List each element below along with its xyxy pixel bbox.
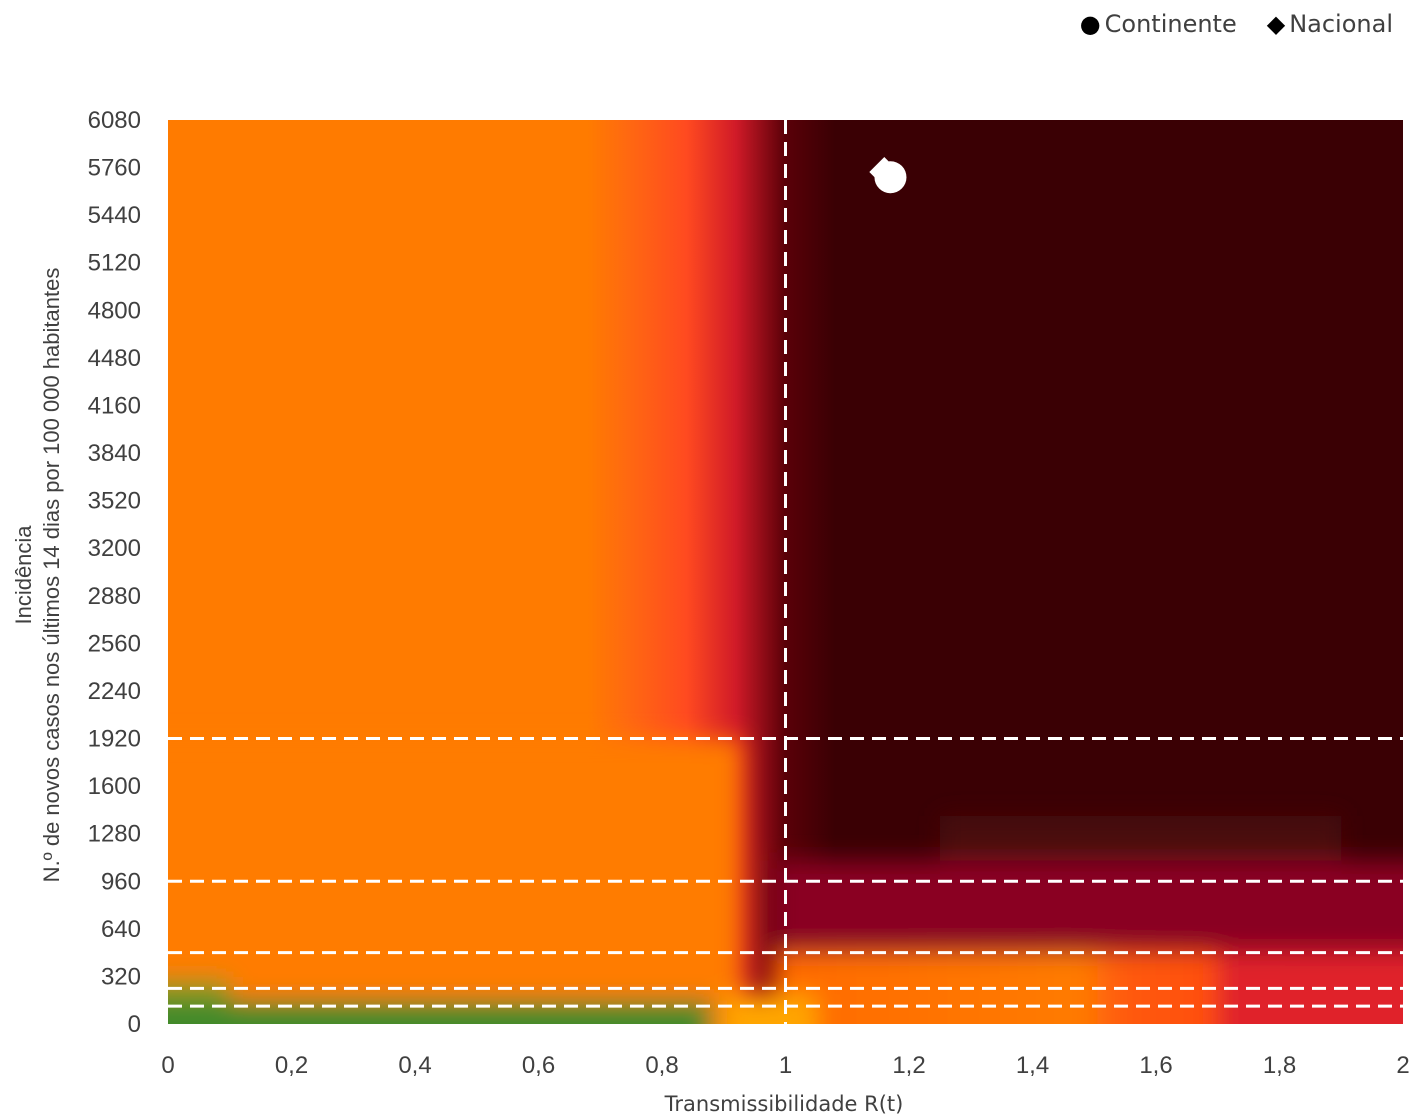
reference-lines — [168, 120, 1403, 1024]
legend-label-nacional: Nacional — [1289, 10, 1393, 38]
x-tick-label: 0,6 — [522, 1052, 555, 1079]
y-tick-label: 1280 — [88, 821, 141, 848]
y-axis-label: Incidência N.º de novos casos nos último… — [11, 268, 64, 883]
y-tick-label: 1600 — [88, 773, 141, 800]
y-axis-label-line2: N.º de novos casos nos últimos 14 dias p… — [39, 268, 64, 883]
y-tick-label: 6080 — [88, 107, 141, 134]
y-tick-label: 1920 — [88, 726, 141, 753]
y-tick-label: 5760 — [88, 155, 141, 182]
x-tick-label: 1,4 — [1016, 1052, 1049, 1079]
x-tick-label: 0 — [161, 1052, 174, 1079]
x-tick-label: 0,8 — [645, 1052, 678, 1079]
x-axis-label: Transmissibilidade R(t) — [664, 1092, 904, 1116]
y-axis-label-line1: Incidência — [11, 525, 36, 625]
y-tick-label: 5440 — [88, 202, 141, 229]
data-points — [869, 157, 907, 194]
y-tick-label: 320 — [101, 963, 141, 990]
y-tick-label: 640 — [101, 916, 141, 943]
y-tick-label: 3840 — [88, 440, 141, 467]
data-point-nacional — [869, 157, 900, 188]
heatmap-layers — [168, 120, 1403, 1024]
y-tick-label: 4160 — [88, 392, 141, 419]
y-axis-ticks: 0 320 640 960 1280 1600 1920 2240 2560 2880 3200 35… — [88, 107, 141, 1038]
legend: ● Continente ◆ Nacional — [1080, 10, 1393, 38]
diamond-icon: ◆ — [1266, 10, 1286, 38]
x-tick-label: 1,6 — [1139, 1052, 1172, 1079]
x-tick-label: 1,8 — [1263, 1052, 1296, 1079]
y-tick-label: 4800 — [88, 297, 141, 324]
x-tick-label: 0,4 — [398, 1052, 431, 1079]
x-tick-label: 0,2 — [275, 1052, 308, 1079]
legend-label-continente: Continente — [1104, 10, 1237, 38]
heat-yellow — [723, 994, 817, 1024]
x-axis-ticks: 0 0,2 0,4 0,6 0,8 1 1,2 1,4 1,6 1,8 2 — [161, 1052, 1409, 1079]
x-tick-label: 1,2 — [892, 1052, 925, 1079]
x-tick-label: 1 — [779, 1052, 792, 1079]
y-tick-label: 3200 — [88, 535, 141, 562]
circle-icon: ● — [1079, 10, 1101, 38]
x-tick-label: 2 — [1396, 1052, 1409, 1079]
heat-crimson — [773, 860, 1403, 953]
heat-dark-red — [939, 815, 1342, 861]
y-tick-label: 2880 — [88, 583, 141, 610]
y-tick-label: 960 — [101, 868, 141, 895]
y-tick-label: 4480 — [88, 345, 141, 372]
y-tick-label: 3520 — [88, 488, 141, 515]
y-tick-label: 0 — [128, 1011, 141, 1038]
y-tick-label: 2240 — [88, 678, 141, 705]
heat-green — [168, 1000, 712, 1024]
legend-item-continente[interactable]: ● Continente — [1080, 10, 1237, 38]
legend-item-nacional[interactable]: ◆ Nacional — [1267, 10, 1393, 38]
y-tick-label: 2560 — [88, 630, 141, 657]
y-tick-label: 5120 — [88, 250, 141, 277]
heat-red — [1217, 952, 1403, 1024]
heatmap-background — [168, 120, 1403, 1024]
